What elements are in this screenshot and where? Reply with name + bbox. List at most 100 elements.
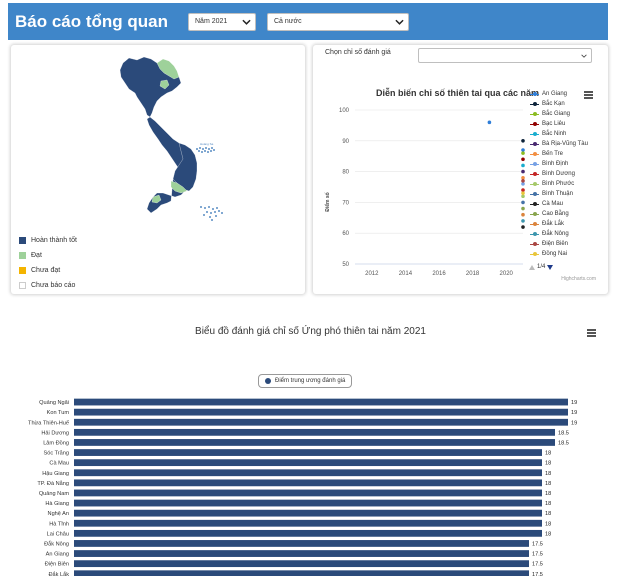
map-region-south-dat[interactable] <box>170 180 188 194</box>
bar[interactable] <box>74 499 542 507</box>
map-legend-item[interactable]: Đạt <box>19 248 77 263</box>
legend-marker-icon <box>530 192 539 197</box>
bar-category-label: Hà Giang <box>45 501 69 507</box>
trend-legend-item[interactable]: Điện Biên <box>530 239 588 249</box>
bar[interactable] <box>74 459 542 467</box>
trend-legend-item[interactable]: Bà Rịa-Vũng Tàu <box>530 139 588 149</box>
trend-legend: An Giang Bắc Kạn Bắc Giang Bạc Liêu Bắc Ninh… <box>530 89 588 259</box>
bar[interactable] <box>74 519 542 527</box>
trend-legend-item[interactable]: Đắk Nông <box>530 229 588 239</box>
trend-point[interactable] <box>521 206 525 211</box>
bar-category-label: Hà Tĩnh <box>49 521 69 527</box>
year-select[interactable]: Năm 2021 <box>188 12 256 31</box>
trend-point[interactable] <box>521 200 525 205</box>
trend-point[interactable] <box>521 219 525 223</box>
bar-category-label: Lâm Đồng <box>43 440 69 446</box>
trend-point[interactable] <box>521 148 525 152</box>
bar-value-label: 18 <box>545 511 551 517</box>
trend-point[interactable] <box>521 157 525 162</box>
trend-point[interactable] <box>521 191 525 195</box>
legend-pager[interactable]: 1/4 <box>529 264 554 270</box>
bar[interactable] <box>74 439 555 446</box>
vietnam-map[interactable]: Hoàng Sa <box>11 45 305 230</box>
trend-point[interactable] <box>521 194 525 199</box>
map-region-north-dat[interactable] <box>159 79 170 90</box>
trend-chart-title: Diễn biến chỉ số thiên tai qua các năm <box>376 88 540 98</box>
trend-point[interactable] <box>521 188 525 192</box>
trend-point[interactable] <box>521 175 525 180</box>
bar[interactable] <box>74 428 555 436</box>
bar-category-label: Kon Tum <box>47 410 70 416</box>
pager-next-icon[interactable] <box>547 264 554 270</box>
bar-chart-menu-icon[interactable] <box>587 329 596 337</box>
trend-legend-label: Bình Dương <box>542 171 575 177</box>
trend-legend-item[interactable]: Bến Tre <box>530 149 588 159</box>
trend-point[interactable] <box>521 151 525 155</box>
trend-legend-item[interactable]: Cao Bằng <box>530 209 588 219</box>
bar[interactable] <box>74 509 542 517</box>
bar[interactable] <box>74 449 542 456</box>
pager-prev-icon[interactable] <box>529 264 535 270</box>
map-panel: Hoàng Sa Hoàn thành tốt Đạt Chưa đạt Chư… <box>11 45 305 294</box>
trend-legend-item[interactable]: Bình Định <box>530 159 588 169</box>
trend-point[interactable] <box>521 179 525 183</box>
bar[interactable] <box>74 560 529 568</box>
trend-legend-item[interactable]: Cà Mau <box>530 199 588 209</box>
trend-legend-item[interactable]: Đồng Nai <box>530 249 588 259</box>
trend-point[interactable] <box>521 169 525 174</box>
legend-dot <box>265 378 271 384</box>
bar[interactable] <box>74 489 542 497</box>
trend-point[interactable] <box>521 163 525 168</box>
legend-marker-icon <box>530 212 539 217</box>
x-tick-label: 2018 <box>466 271 480 277</box>
legend-marker-icon <box>530 202 539 207</box>
bar[interactable] <box>74 570 529 576</box>
bar-value-label: 17.5 <box>532 541 543 547</box>
trend-legend-item[interactable]: Bắc Kạn <box>530 99 588 109</box>
map-islands-hoangsa[interactable] <box>196 147 215 153</box>
trend-legend-item[interactable]: Bắc Ninh <box>530 129 588 139</box>
region-select[interactable]: Cả nước <box>267 12 409 31</box>
bar[interactable] <box>74 540 529 547</box>
bar-category-label: Cà Mau <box>49 461 69 467</box>
bar[interactable] <box>74 529 542 537</box>
bar[interactable] <box>74 398 568 406</box>
trend-point[interactable] <box>521 225 525 229</box>
trend-point[interactable] <box>521 139 525 143</box>
trend-legend-label: Bà Rịa-Vũng Tàu <box>542 141 588 147</box>
map-legend-item[interactable]: Hoàn thành tốt <box>19 233 77 248</box>
bar[interactable] <box>74 479 542 487</box>
map-region-highlands[interactable] <box>172 142 198 192</box>
map-legend-item[interactable]: Chưa báo cáo <box>19 278 77 293</box>
trend-legend-label: Cao Bằng <box>542 211 569 217</box>
indicator-select[interactable] <box>418 48 592 63</box>
chart-menu-icon[interactable] <box>584 91 593 99</box>
chart-credits[interactable]: Highcharts.com <box>561 276 596 282</box>
trend-legend-item[interactable]: Bình Phước <box>530 179 588 189</box>
trend-point[interactable] <box>487 120 492 125</box>
bar-value-label: 18.5 <box>558 430 569 436</box>
legend-marker-icon <box>530 112 539 117</box>
trend-legend-label: Bắc Ninh <box>542 131 567 137</box>
map-legend-item[interactable]: Chưa đạt <box>19 263 77 278</box>
trend-point[interactable] <box>521 182 525 186</box>
bar-category-label: Đắk Nông <box>44 540 69 547</box>
trend-legend-item[interactable]: Bạc Liêu <box>530 119 588 129</box>
bar[interactable] <box>74 469 542 477</box>
trend-legend-item[interactable]: An Giang <box>530 89 588 99</box>
trend-legend-item[interactable]: Bắc Giang <box>530 109 588 119</box>
trend-legend-item[interactable]: Bình Thuận <box>530 189 588 199</box>
trend-point[interactable] <box>521 212 525 217</box>
trend-legend-item[interactable]: Đắk Lắk <box>530 219 588 229</box>
trend-legend-label: Đồng Nai <box>542 251 568 257</box>
trend-legend-item[interactable]: Bình Dương <box>530 169 588 179</box>
bar-value-label: 18 <box>545 531 551 537</box>
map-islands-truongsa[interactable] <box>200 206 223 221</box>
map-region-mekong-dat[interactable] <box>151 194 162 204</box>
bar-chart-legend[interactable]: Điểm trung ương đánh giá <box>258 374 353 388</box>
bar[interactable] <box>74 550 529 557</box>
legend-marker-icon <box>530 222 539 227</box>
map-region-northeast-dat[interactable] <box>156 58 180 80</box>
bar[interactable] <box>74 418 568 426</box>
bar[interactable] <box>74 408 568 416</box>
